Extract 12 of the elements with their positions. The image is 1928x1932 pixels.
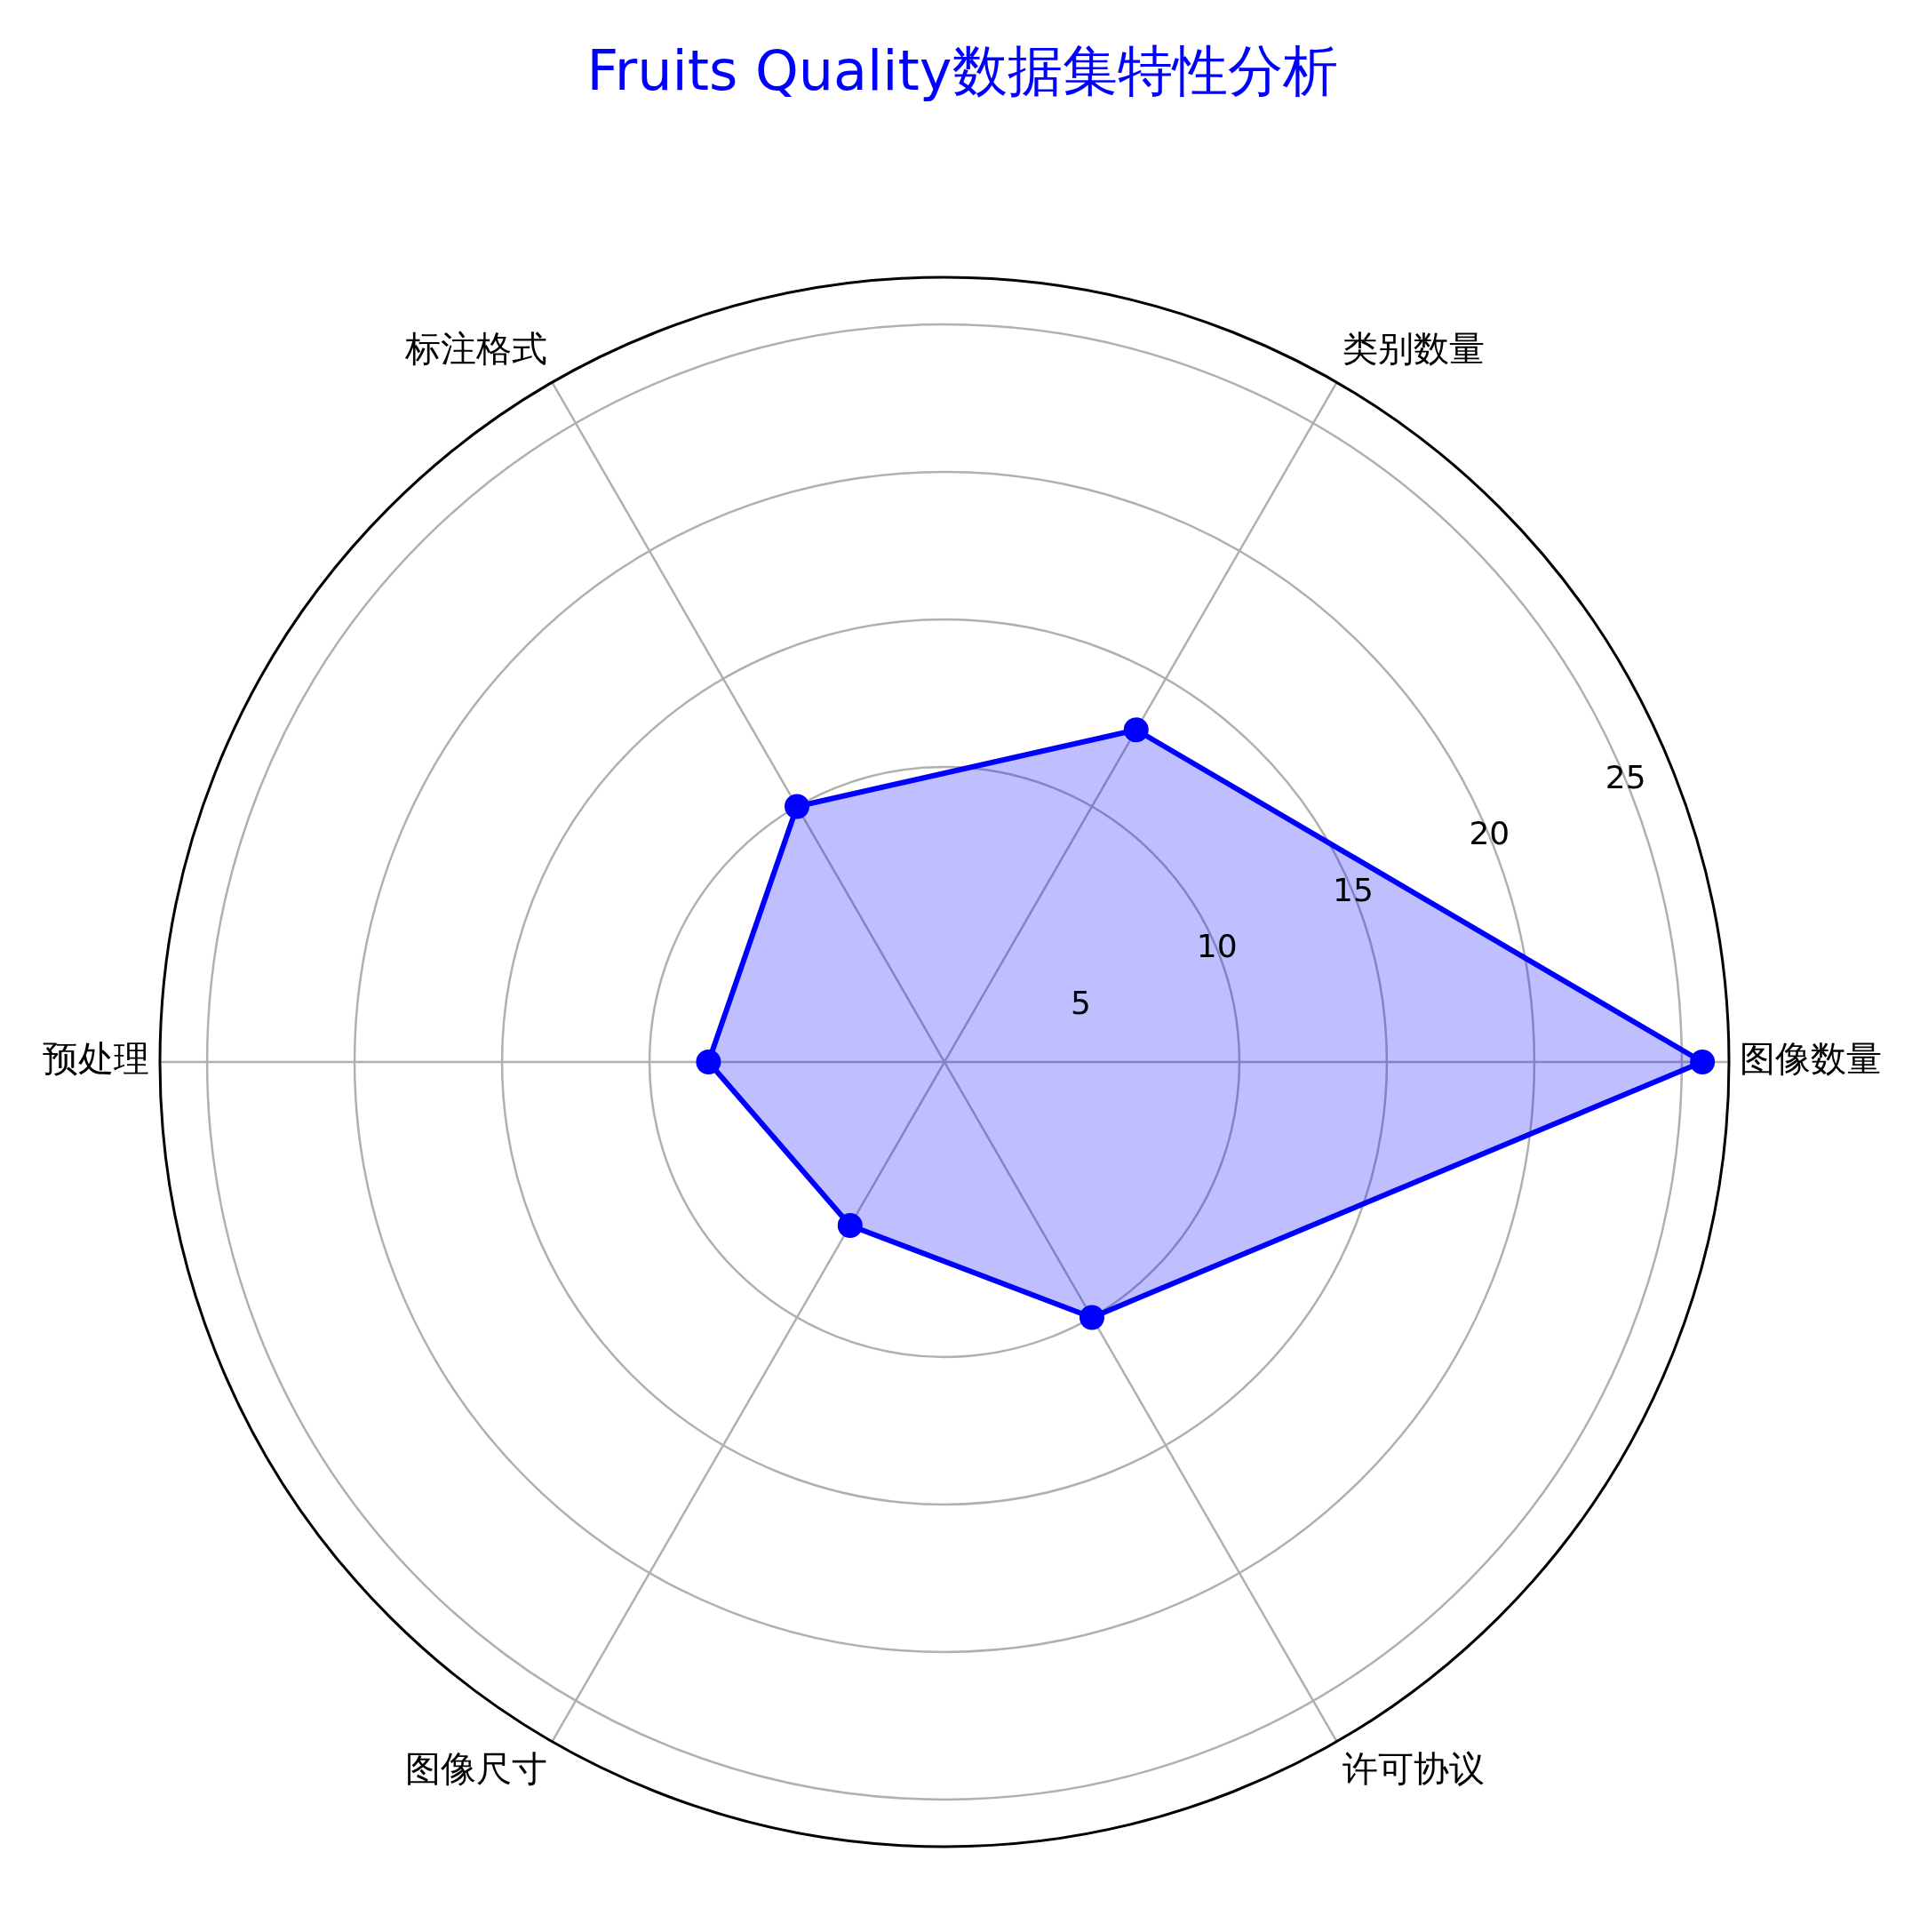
y-tick-label: 15	[1333, 871, 1374, 908]
y-tick-label: 10	[1196, 928, 1238, 965]
chart-title: Fruits Quality数据集特性分析	[586, 38, 1338, 104]
spoke-label: 类别数量	[1342, 328, 1485, 370]
y-tick-label: 5	[1070, 984, 1091, 1021]
y-tick-label: 25	[1605, 758, 1646, 795]
spoke-label: 标注格式	[403, 328, 547, 370]
y-tick-label: 20	[1469, 815, 1510, 852]
spoke-label: 图像尺寸	[404, 1748, 547, 1790]
spoke-label: 许可协议	[1342, 1748, 1485, 1790]
spoke-label: 预处理	[43, 1038, 149, 1080]
spoke-label: 图像数量	[1740, 1038, 1882, 1080]
